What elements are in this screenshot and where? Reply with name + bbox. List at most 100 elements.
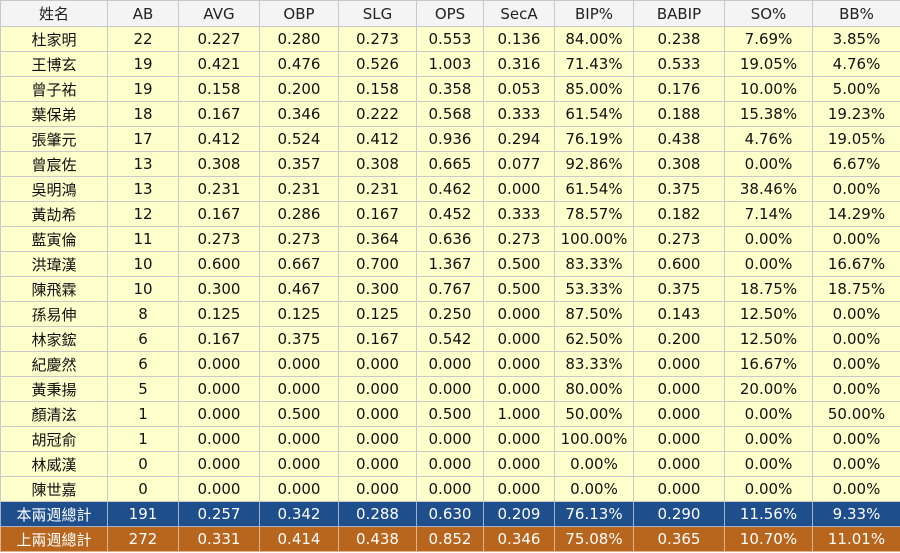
cell-bb: 0.00%	[812, 376, 900, 402]
cell-so: 10.00%	[724, 76, 813, 102]
cell-seca: 0.333	[483, 201, 555, 227]
cell-seca: 0.316	[483, 51, 555, 77]
cell-bb: 18.75%	[812, 276, 900, 302]
cell-ab: 6	[107, 326, 179, 352]
cell-bb: 0.00%	[812, 326, 900, 352]
cell-so: 7.69%	[724, 26, 813, 52]
cell-avg: 0.167	[178, 201, 260, 227]
table-row: 曾宸佐 13 0.308 0.357 0.308 0.665 0.077 92.86% 0.30…	[0, 151, 900, 177]
cell-ops: 0.568	[416, 101, 484, 127]
cell-name: 杜家明	[0, 26, 108, 52]
cell-name: 上兩週總計	[0, 526, 108, 552]
header-babip: BABIP	[633, 0, 725, 27]
cell-ab: 17	[107, 126, 179, 152]
cell-so: 12.50%	[724, 326, 813, 352]
cell-obp: 0.467	[259, 276, 339, 302]
cell-obp: 0.000	[259, 376, 339, 402]
cell-bip: 71.43%	[554, 51, 634, 77]
cell-babip: 0.365	[633, 526, 725, 552]
cell-bb: 16.67%	[812, 251, 900, 277]
cell-ops: 0.767	[416, 276, 484, 302]
cell-ab: 272	[107, 526, 179, 552]
header-row: 姓名 AB AVG OBP SLG OPS SecA BIP% BABIP SO…	[0, 0, 900, 27]
table-row: 陳飛霖 10 0.300 0.467 0.300 0.767 0.500 53.33% 0.37…	[0, 276, 900, 302]
cell-bb: 0.00%	[812, 301, 900, 327]
cell-seca: 0.000	[483, 351, 555, 377]
cell-ops: 0.358	[416, 76, 484, 102]
cell-babip: 0.600	[633, 251, 725, 277]
header-ops: OPS	[416, 0, 484, 27]
cell-ab: 22	[107, 26, 179, 52]
cell-seca: 0.500	[483, 276, 555, 302]
cell-ops: 0.542	[416, 326, 484, 352]
cell-ab: 10	[107, 251, 179, 277]
cell-so: 20.00%	[724, 376, 813, 402]
cell-obp: 0.286	[259, 201, 339, 227]
cell-bip: 76.13%	[554, 501, 634, 527]
cell-bb: 9.33%	[812, 501, 900, 527]
total-row-previous: 上兩週總計 272 0.331 0.414 0.438 0.852 0.346 75.08% 0…	[0, 526, 900, 552]
cell-obp: 0.524	[259, 126, 339, 152]
cell-ops: 0.462	[416, 176, 484, 202]
cell-so: 7.14%	[724, 201, 813, 227]
cell-babip: 0.308	[633, 151, 725, 177]
cell-seca: 0.294	[483, 126, 555, 152]
cell-ops: 0.250	[416, 301, 484, 327]
header-so: SO%	[724, 0, 813, 27]
cell-slg: 0.700	[338, 251, 417, 277]
cell-babip: 0.000	[633, 376, 725, 402]
cell-obp: 0.375	[259, 326, 339, 352]
cell-obp: 0.414	[259, 526, 339, 552]
cell-ops: 0.452	[416, 201, 484, 227]
cell-seca: 1.000	[483, 401, 555, 427]
cell-ab: 0	[107, 476, 179, 502]
cell-babip: 0.238	[633, 26, 725, 52]
cell-so: 11.56%	[724, 501, 813, 527]
cell-ops: 0.636	[416, 226, 484, 252]
cell-name: 胡冠俞	[0, 426, 108, 452]
cell-bip: 87.50%	[554, 301, 634, 327]
table-row: 紀慶然 6 0.000 0.000 0.000 0.000 0.000 83.33% 0.000…	[0, 351, 900, 377]
cell-name: 王博玄	[0, 51, 108, 77]
cell-bip: 53.33%	[554, 276, 634, 302]
table-row: 胡冠俞 1 0.000 0.000 0.000 0.000 0.000 100.00% 0.00…	[0, 426, 900, 452]
cell-slg: 0.222	[338, 101, 417, 127]
cell-bip: 78.57%	[554, 201, 634, 227]
cell-babip: 0.143	[633, 301, 725, 327]
cell-ops: 1.367	[416, 251, 484, 277]
cell-ops: 0.000	[416, 451, 484, 477]
cell-so: 0.00%	[724, 226, 813, 252]
cell-bip: 83.33%	[554, 251, 634, 277]
header-name: 姓名	[0, 0, 108, 27]
cell-obp: 0.000	[259, 351, 339, 377]
cell-name: 紀慶然	[0, 351, 108, 377]
cell-bip: 76.19%	[554, 126, 634, 152]
cell-babip: 0.176	[633, 76, 725, 102]
cell-slg: 0.288	[338, 501, 417, 527]
cell-babip: 0.200	[633, 326, 725, 352]
cell-name: 孫易伸	[0, 301, 108, 327]
cell-ab: 13	[107, 176, 179, 202]
cell-avg: 0.231	[178, 176, 260, 202]
cell-bb: 0.00%	[812, 226, 900, 252]
cell-slg: 0.167	[338, 201, 417, 227]
cell-seca: 0.053	[483, 76, 555, 102]
cell-obp: 0.500	[259, 401, 339, 427]
cell-so: 0.00%	[724, 151, 813, 177]
table-row: 林家鋐 6 0.167 0.375 0.167 0.542 0.000 62.50% 0.200…	[0, 326, 900, 352]
table-row: 洪瑋漢 10 0.600 0.667 0.700 1.367 0.500 83.33% 0.60…	[0, 251, 900, 277]
cell-babip: 0.000	[633, 351, 725, 377]
cell-ab: 10	[107, 276, 179, 302]
cell-seca: 0.000	[483, 476, 555, 502]
cell-bb: 3.85%	[812, 26, 900, 52]
cell-obp: 0.231	[259, 176, 339, 202]
cell-seca: 0.346	[483, 526, 555, 552]
cell-babip: 0.000	[633, 401, 725, 427]
cell-babip: 0.375	[633, 176, 725, 202]
cell-avg: 0.412	[178, 126, 260, 152]
cell-babip: 0.533	[633, 51, 725, 77]
cell-avg: 0.125	[178, 301, 260, 327]
cell-ops: 0.000	[416, 351, 484, 377]
cell-ab: 191	[107, 501, 179, 527]
cell-avg: 0.000	[178, 476, 260, 502]
